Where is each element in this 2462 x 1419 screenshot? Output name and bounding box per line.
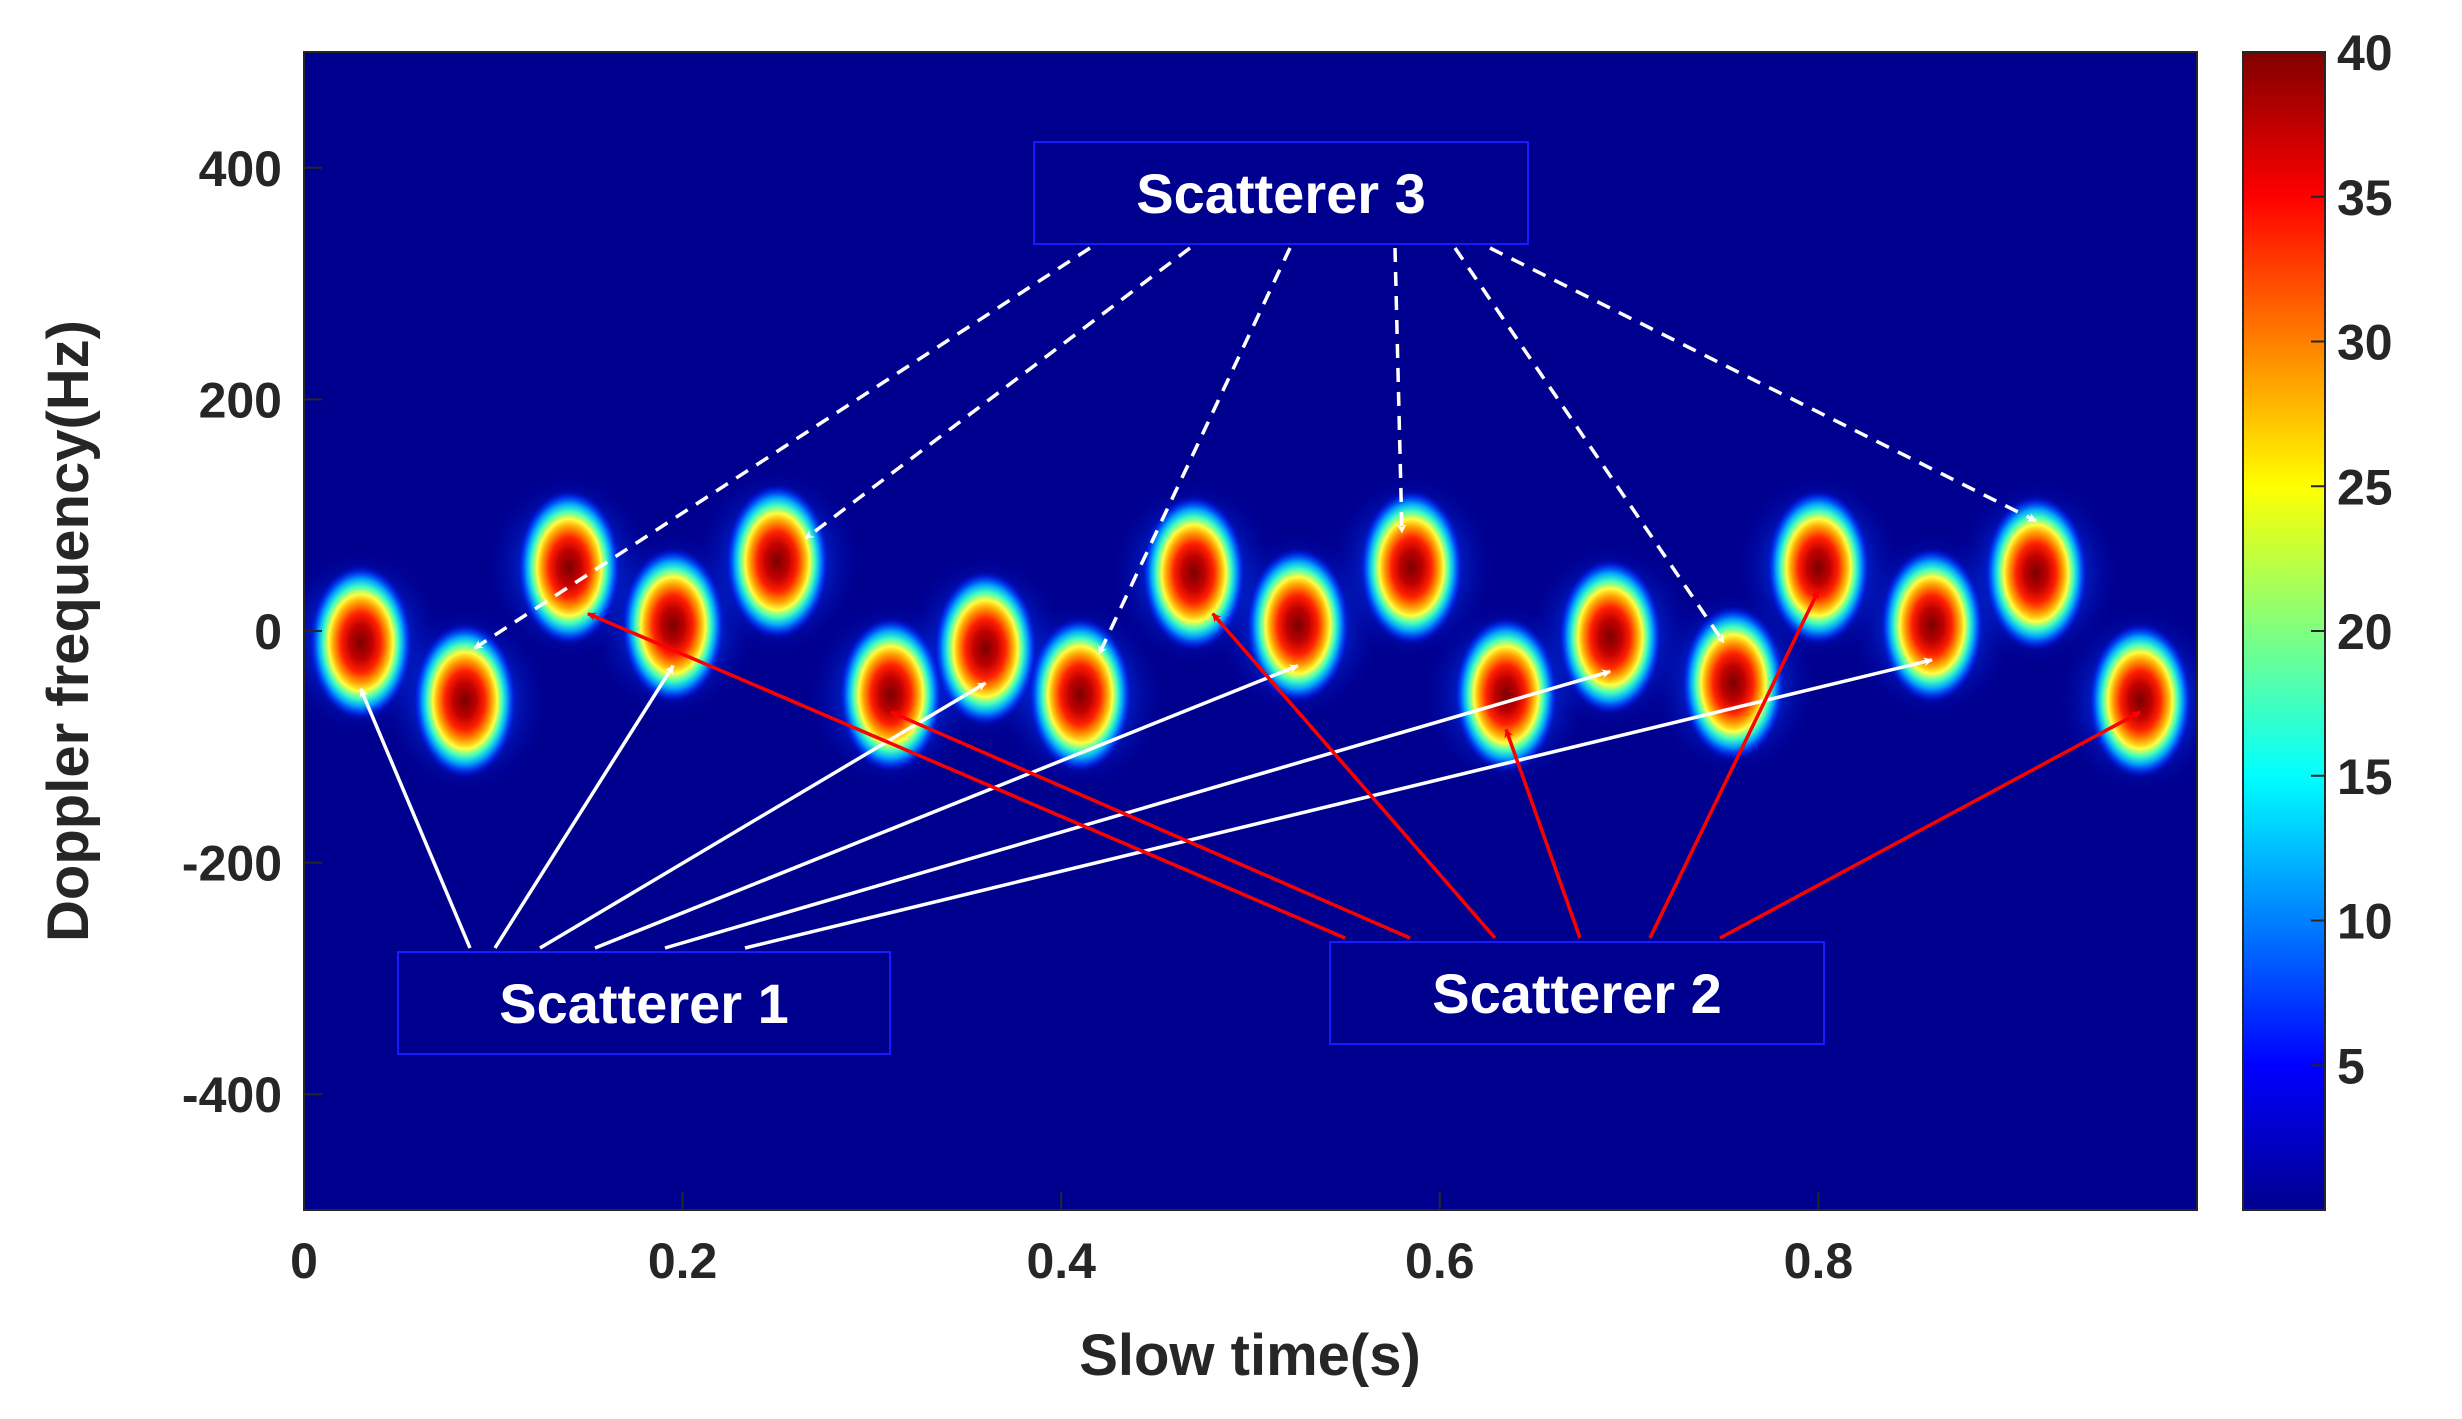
signal-blob-1-1 (308, 564, 413, 721)
colorbar-tick-label: 40 (2337, 25, 2393, 81)
signal-blob-1-4 (1245, 547, 1350, 704)
signal-blob-2-4 (1454, 616, 1559, 773)
colorbar-ticks: 5 10 15 20 25 30 35 40 (2311, 25, 2393, 1094)
signal-blob-3-2 (725, 483, 830, 640)
signal-blob-layer (308, 483, 2193, 779)
signal-blob-3-3 (1141, 495, 1246, 652)
annotation-arrow (1453, 247, 1726, 644)
annotation-arrow (664, 669, 1612, 950)
y-axis-ticks: 400 200 0 -200 -400 (182, 141, 322, 1123)
signal-blob-3-5 (1766, 489, 1871, 646)
annotation-label: Scatterer 3 (1136, 162, 1426, 225)
y-tick-label: 0 (254, 604, 282, 660)
annotation-arrow (594, 664, 1299, 950)
annotation-arrow (1097, 247, 1292, 655)
annotation-arrow (1648, 589, 1820, 939)
x-tick-label: 0.6 (1405, 1233, 1475, 1289)
annotation-arrow (1719, 710, 2142, 940)
signal-blob-1-2 (621, 547, 726, 704)
colorbar-tick-label: 10 (2337, 894, 2393, 950)
annotation-layer: Scatterer 1 Scatterer 2 Scatterer 3 (359, 141, 2142, 1055)
x-axis-label: Slow time(s) (1079, 1323, 1421, 1388)
colorbar-tick-label: 20 (2337, 604, 2393, 660)
annotation-box (1033, 141, 1529, 245)
signal-blob-2-1 (412, 622, 517, 779)
colorbar-tick-label: 30 (2337, 315, 2393, 371)
signal-blob-1-3 (933, 570, 1038, 727)
annotation-arrow (1211, 612, 1497, 940)
y-tick-label: -400 (182, 1067, 282, 1123)
colorbar-tick-label: 5 (2337, 1038, 2365, 1094)
y-tick-label: 200 (199, 372, 282, 428)
x-tick-label: 0.4 (1026, 1233, 1096, 1289)
x-tick-label: 0.8 (1784, 1233, 1854, 1289)
x-axis-ticks: 0 0.2 0.4 0.6 0.8 (290, 1192, 1853, 1289)
annotation-label: Scatterer 2 (1432, 962, 1722, 1025)
signal-blob-3-6 (1984, 495, 2089, 652)
annotation-arrow (1504, 728, 1582, 939)
annotation-arrow (539, 681, 987, 950)
y-axis-label: Doppler frequency(Hz) (36, 320, 101, 942)
signal-blob-1-6 (1879, 547, 1984, 704)
colorbar-tick-label: 15 (2337, 749, 2393, 805)
signal-blob-1-5 (1558, 558, 1663, 715)
signal-blob-2-6 (2088, 622, 2193, 779)
annotation-arrow (804, 246, 1192, 540)
signal-blob-3-4 (1359, 489, 1464, 646)
annotation-arrow (587, 612, 1346, 940)
colorbar-tick-label: 25 (2337, 459, 2393, 515)
annotation-arrow (744, 657, 1933, 950)
annotation-arrow (890, 710, 1411, 940)
annotation-label: Scatterer 1 (499, 972, 789, 1035)
annotation-box (1329, 941, 1825, 1045)
annotation-box (397, 951, 891, 1055)
signal-blob-2-5 (1681, 605, 1786, 762)
y-tick-label: 400 (199, 141, 282, 197)
x-tick-label: 0 (290, 1233, 318, 1289)
x-tick-label: 0.2 (648, 1233, 718, 1289)
signal-blob-2-2 (838, 616, 943, 773)
colorbar-tick-label: 35 (2337, 170, 2393, 226)
signal-blob-3-1 (517, 489, 622, 646)
annotation-arrow (359, 688, 472, 949)
annotation-arrow (1489, 246, 2037, 523)
annotation-arrow (493, 664, 675, 949)
signal-blob-2-3 (1028, 616, 1133, 773)
annotation-arrow (473, 246, 1091, 650)
y-tick-label: -200 (182, 836, 282, 892)
